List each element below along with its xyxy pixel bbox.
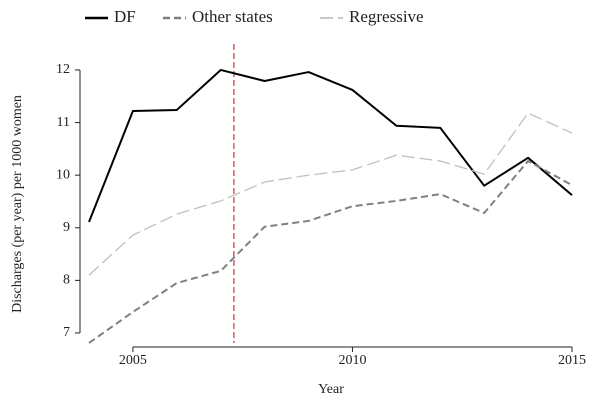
- y-tick-label: 12: [56, 62, 70, 77]
- y-tick-label: 10: [56, 167, 70, 182]
- series-line: [88, 159, 573, 344]
- x-tick-label: 2010: [338, 353, 366, 368]
- y-tick-label: 9: [63, 220, 70, 235]
- series-line: [88, 112, 573, 276]
- x-axis-label: Year: [318, 382, 344, 397]
- y-tick-label: 8: [63, 273, 70, 288]
- legend-label: Regressive: [349, 7, 424, 26]
- legend-label: Other states: [192, 7, 273, 26]
- y-axis-label: Discharges (per year) per 1000 women: [10, 95, 25, 313]
- x-tick-label: 2005: [119, 353, 147, 368]
- legend-label: DF: [114, 7, 136, 26]
- series-line: [88, 68, 573, 223]
- y-tick-label: 11: [57, 115, 70, 130]
- y-tick-label: 7: [63, 325, 70, 340]
- x-tick-label: 2015: [558, 353, 586, 368]
